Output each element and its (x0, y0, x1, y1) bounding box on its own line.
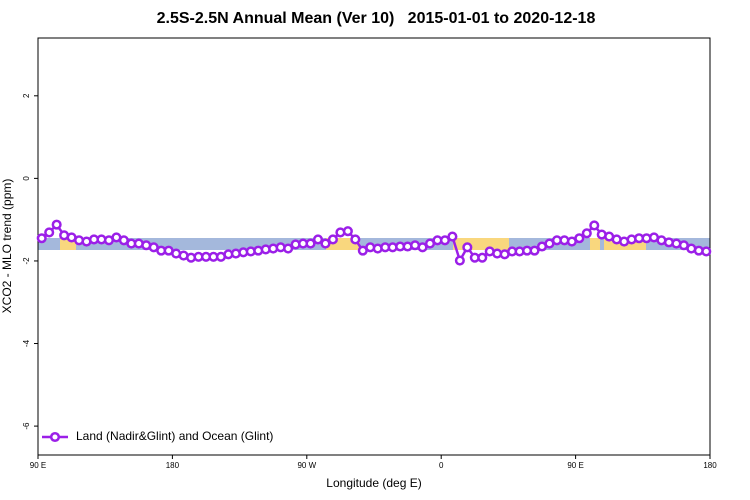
point (417, 242, 428, 253)
y-tick-label: -6 (22, 422, 31, 430)
x-tick-label: 180 (703, 461, 717, 470)
point (312, 234, 324, 245)
point (529, 245, 540, 256)
y-tick-label: -4 (22, 339, 31, 347)
point (342, 226, 353, 237)
x-axis-label: Longitude (deg E) (326, 476, 421, 490)
point (462, 242, 473, 253)
point (589, 220, 600, 231)
point (439, 235, 450, 246)
point (447, 231, 458, 242)
x-tick-label: 90 E (30, 461, 46, 470)
legend-marker (49, 431, 61, 443)
point (320, 238, 331, 249)
y-axis-label: XCO2 - MLO trend (ppm) (0, 179, 14, 314)
point (51, 219, 62, 230)
x-tick-label: 180 (166, 461, 180, 470)
point (701, 246, 712, 257)
point (574, 233, 585, 244)
point (44, 227, 55, 238)
y-tick-label: -2 (22, 257, 31, 265)
point (350, 234, 361, 245)
chart-title: 2.5S-2.5N Annual Mean (Ver 10) 2015-01-0… (157, 10, 596, 27)
legend-label: Land (Nadir&Glint) and Ocean (Glint) (76, 429, 273, 443)
x-tick-label: 90 E (567, 461, 583, 470)
point (581, 228, 592, 239)
point (36, 233, 47, 244)
x-tick-label: 0 (439, 461, 444, 470)
point (477, 252, 488, 263)
y-tick-label: 0 (22, 176, 31, 181)
point (283, 243, 294, 254)
land-band (453, 238, 509, 250)
y-tick-label: 2 (22, 93, 31, 98)
land-band (590, 238, 600, 250)
point (327, 234, 338, 245)
x-tick-label: 90 W (297, 461, 316, 470)
point (454, 255, 465, 266)
point (305, 238, 316, 249)
plot-frame (37, 37, 711, 456)
